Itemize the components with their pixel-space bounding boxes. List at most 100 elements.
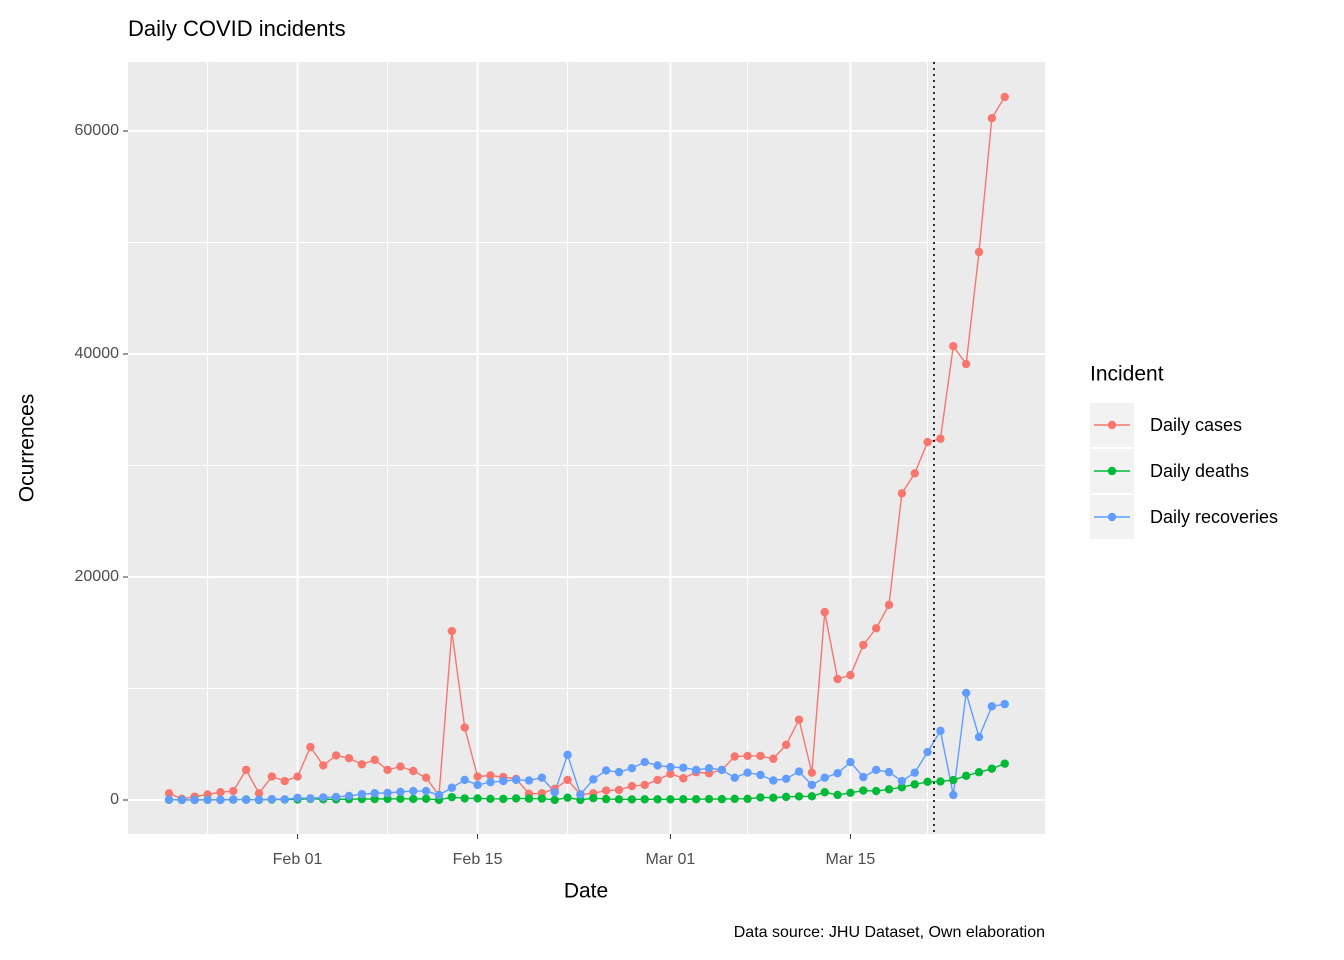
data-point <box>614 795 624 804</box>
data-point <box>241 765 251 775</box>
data-point <box>421 794 431 803</box>
data-point <box>640 757 649 767</box>
data-point <box>820 788 829 797</box>
data-point <box>691 765 701 775</box>
data-point <box>357 760 367 769</box>
data-point <box>833 674 842 684</box>
data-point <box>730 794 739 804</box>
legend-label: Daily cases <box>1150 415 1242 435</box>
data-point <box>846 670 855 680</box>
data-point <box>743 768 752 777</box>
data-point <box>306 742 315 752</box>
data-point <box>936 726 945 736</box>
data-point <box>846 757 855 767</box>
data-point <box>614 785 624 795</box>
data-point <box>409 794 418 804</box>
caption: Data source: JHU Dataset, Own elaboratio… <box>734 924 1045 941</box>
data-point <box>537 773 547 782</box>
data-point <box>319 761 328 770</box>
data-point <box>524 776 534 785</box>
legend-point <box>1107 466 1117 476</box>
data-point <box>601 794 611 804</box>
data-point <box>807 792 817 801</box>
data-point <box>370 794 379 804</box>
data-point <box>974 768 984 777</box>
data-point <box>653 761 662 770</box>
data-point <box>229 795 238 804</box>
data-point <box>409 786 418 796</box>
x-tick-label: Feb 15 <box>453 851 503 868</box>
data-point <box>229 786 238 796</box>
data-point <box>859 786 868 795</box>
data-point <box>807 768 817 777</box>
data-point <box>640 780 649 790</box>
data-point <box>1000 699 1009 709</box>
data-point <box>679 763 688 772</box>
data-point <box>383 765 392 775</box>
data-point <box>679 795 688 804</box>
data-point <box>897 489 907 498</box>
data-point <box>164 795 174 804</box>
data-point <box>820 773 829 782</box>
data-point <box>319 793 328 802</box>
data-point <box>460 723 469 732</box>
data-point <box>884 600 894 610</box>
data-point <box>987 764 997 773</box>
data-point <box>241 795 251 804</box>
data-point <box>666 762 675 772</box>
data-point <box>833 769 842 778</box>
data-point <box>1000 759 1009 768</box>
data-point <box>460 775 469 785</box>
data-point <box>614 767 624 777</box>
data-point <box>563 793 572 802</box>
data-point <box>267 772 277 781</box>
data-point <box>730 773 739 782</box>
data-point <box>486 771 495 780</box>
data-point <box>987 113 997 123</box>
data-point <box>769 793 778 802</box>
data-point <box>421 786 431 796</box>
data-point <box>396 787 405 796</box>
data-point <box>293 793 302 803</box>
data-point <box>936 777 945 786</box>
data-point <box>254 795 264 805</box>
data-point <box>216 795 225 805</box>
data-point <box>280 795 289 804</box>
data-point <box>923 437 932 447</box>
data-point <box>370 789 379 798</box>
data-point <box>859 772 868 782</box>
data-point <box>743 751 752 761</box>
plot-marks <box>164 62 1009 834</box>
data-point <box>949 342 958 351</box>
data-point <box>794 767 804 776</box>
data-point <box>871 786 881 796</box>
data-point <box>717 794 727 804</box>
data-point <box>589 775 598 784</box>
data-point <box>473 780 482 790</box>
data-point <box>936 434 945 443</box>
data-point <box>383 794 392 804</box>
data-point <box>254 789 264 798</box>
data-point <box>216 787 225 797</box>
y-tick-label: 20000 <box>75 568 120 585</box>
data-point <box>961 359 971 369</box>
data-point <box>794 792 804 801</box>
data-point <box>357 789 367 799</box>
data-point <box>627 781 637 791</box>
data-point <box>177 795 187 805</box>
data-point <box>653 775 662 785</box>
data-point <box>550 795 559 805</box>
legend-label: Daily recoveries <box>1150 507 1278 527</box>
data-point <box>447 626 457 636</box>
data-point <box>781 792 791 802</box>
data-point <box>910 780 919 789</box>
data-point <box>421 773 431 782</box>
data-point <box>871 624 881 633</box>
legend: Daily cases Daily deaths Daily recoveries <box>1090 403 1278 539</box>
data-point <box>434 790 444 800</box>
data-point <box>820 607 829 617</box>
data-point <box>331 751 341 760</box>
x-axis-title: Date <box>564 880 608 903</box>
data-point <box>653 795 662 804</box>
